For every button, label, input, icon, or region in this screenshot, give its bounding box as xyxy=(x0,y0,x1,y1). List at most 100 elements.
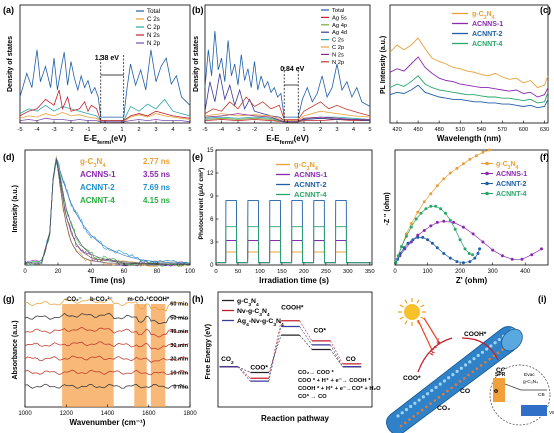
dos-b-series-7 xyxy=(204,96,371,120)
drifts-trace-6 xyxy=(24,383,189,389)
legend-entry: g-C3N4 xyxy=(80,157,106,169)
eis-point xyxy=(435,184,439,188)
sun-ray xyxy=(420,316,425,320)
light-beam xyxy=(423,317,441,345)
ag-cluster xyxy=(416,411,420,415)
x-tick-label: 1600 xyxy=(142,411,156,417)
pl-series-3 xyxy=(389,75,549,104)
x-tick-label: 100 xyxy=(423,269,434,275)
legend-entry: g-C3N4 xyxy=(496,161,519,171)
eis-point xyxy=(448,218,452,222)
ag-cluster xyxy=(492,354,496,358)
cooh-label: COOH* xyxy=(464,331,487,338)
sun-ray xyxy=(404,299,408,304)
x-axis-label: Time (ns) xyxy=(90,276,126,285)
legend-entry: ACNNS-1 xyxy=(496,171,527,178)
x-tick-label: 40 xyxy=(88,269,95,275)
spr-label: SPR xyxy=(495,372,506,378)
eis-point xyxy=(426,238,430,242)
energy-connector xyxy=(268,320,282,379)
sun-ray xyxy=(420,304,425,308)
legend-marker xyxy=(485,191,489,196)
x-tick-label: 300 xyxy=(488,269,499,275)
ag-cluster xyxy=(417,398,421,402)
ag-cluster xyxy=(425,405,428,409)
dos-b-series-6 xyxy=(204,113,370,123)
x-tick-label: 0 xyxy=(393,269,397,275)
band-label: -CO₂⁻ xyxy=(65,297,82,303)
ag-cluster xyxy=(399,424,403,428)
time-label: 0 min xyxy=(173,384,188,390)
legend-marker xyxy=(485,171,489,176)
eis-point xyxy=(448,256,452,260)
time-label: 40 min xyxy=(170,329,188,335)
legend-entry: g-C3N4 xyxy=(472,11,495,21)
eis-point xyxy=(461,162,465,166)
ag-cluster xyxy=(450,386,453,390)
legend-entry: Ag 5s xyxy=(332,15,347,21)
energy-connector xyxy=(237,366,251,382)
ir-band xyxy=(134,304,147,407)
ag-metal-block xyxy=(493,378,505,402)
x-tick-label: 450 xyxy=(413,127,422,133)
reaction-arrow xyxy=(461,337,499,361)
eis-point xyxy=(416,233,420,237)
ag-cluster xyxy=(403,421,407,425)
ag-cluster xyxy=(438,382,442,386)
eis-point xyxy=(402,246,406,250)
legend-entry: Ag 4d xyxy=(332,30,347,36)
legend-entry: Total xyxy=(147,8,160,15)
legend-entry: N 2s xyxy=(147,32,160,39)
ag-cluster xyxy=(446,389,449,393)
ag-cluster xyxy=(471,370,475,374)
eis-point xyxy=(406,241,410,245)
y-tick-label: 12 xyxy=(207,171,214,177)
y-tick-label: 9 xyxy=(210,194,214,200)
reaction-step: COOH * + H⁺ + e⁻→CO* + H₂O xyxy=(298,385,381,392)
legend-entry: ACNNT-2 xyxy=(294,180,327,189)
eis-point xyxy=(434,204,438,208)
energy-connector xyxy=(330,349,343,367)
dos-a-series-1 xyxy=(19,111,191,123)
y-axis-label: Density of states xyxy=(7,36,14,92)
eis-point xyxy=(471,253,474,257)
legend-entry: Nv-g-C3N4 xyxy=(237,308,270,318)
energy-connector xyxy=(299,326,313,346)
trpl-fit-3 xyxy=(25,158,190,265)
eis-point xyxy=(400,245,403,249)
ag-cluster xyxy=(496,351,500,355)
eis-point xyxy=(404,234,408,238)
eis-line-1 xyxy=(395,220,542,263)
legend-entry: C 2p xyxy=(332,45,344,51)
time-label: 20 min xyxy=(170,357,188,363)
legend-entry: N 2s xyxy=(332,52,344,58)
ag-cluster xyxy=(396,414,400,418)
drifts-trace-3 xyxy=(24,341,189,350)
eis-point xyxy=(419,211,423,215)
energy-connector xyxy=(299,320,313,342)
legend-marker xyxy=(485,181,489,186)
x-axis-label: Wavelength (nm) xyxy=(437,134,501,143)
ag-cluster xyxy=(488,357,491,361)
sun-ray xyxy=(416,299,420,304)
eis-point xyxy=(429,224,433,228)
eis-point xyxy=(487,148,491,152)
legend-entry: ACNNT-2 xyxy=(80,183,115,192)
legend-entry: Total xyxy=(332,8,344,14)
legend-entry: ACNNT-4 xyxy=(472,41,502,48)
time-label: 10 min xyxy=(170,371,188,377)
tube-opening xyxy=(501,328,523,352)
ag-cluster xyxy=(480,350,485,354)
ag-cluster xyxy=(433,399,437,402)
drifts-trace-0 xyxy=(24,298,189,312)
x-axis-label: E-Efermi(eV) xyxy=(266,134,309,146)
x-tick-label: 630 xyxy=(540,127,549,133)
eis-point xyxy=(455,260,459,264)
legend-entry: ACNNT-4 xyxy=(294,190,327,199)
energy-connector xyxy=(299,334,313,350)
eis-point xyxy=(476,252,480,255)
reaction-step: COO * + H⁺ + e⁻→ COOH * xyxy=(298,377,371,384)
lifetime-label: 4.15 ns xyxy=(143,196,171,205)
ag-cluster xyxy=(408,418,411,421)
